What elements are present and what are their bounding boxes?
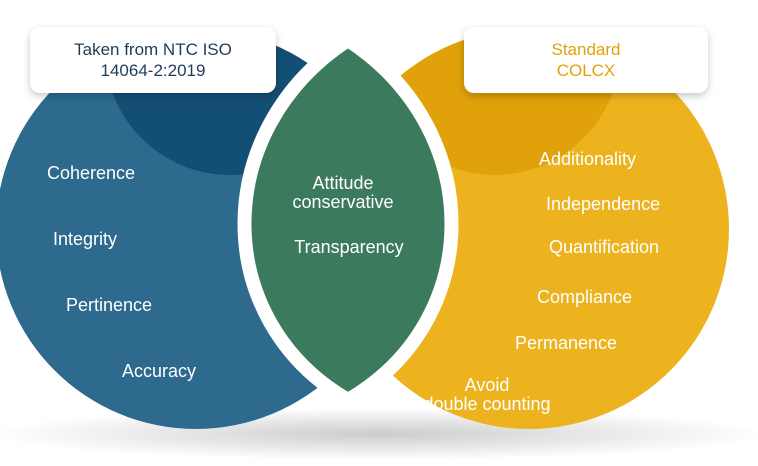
left-item-integrity: Integrity [53,229,118,249]
left-source-line1: Taken from NTC ISO [74,40,232,59]
left-source-line2: 14064-2:2019 [100,61,206,80]
center-item-attitude: Attitude conservative [292,174,393,212]
right-item-additionality: Additionality [539,149,637,169]
right-item-compliance: Compliance [537,287,633,307]
right-item-avoid-double-counting: Avoid double counting [423,376,550,414]
left-item-accuracy: Accuracy [122,361,197,381]
right-item-avoid-line2: double counting [423,394,551,414]
right-source-box: Standard COLCX [464,27,708,93]
ground-shadow [0,408,758,460]
right-item-avoid-line1: Avoid [464,375,510,395]
left-source-box: Taken from NTC ISO 14064-2:2019 [30,27,276,93]
right-item-independence: Independence [546,194,661,214]
right-source-line2: COLCX [556,61,616,80]
left-item-pertinence: Pertinence [66,295,153,315]
center-intersection [237,33,459,407]
left-item-coherence: Coherence [47,163,136,183]
center-item-attitude-line1: Attitude [312,173,374,193]
right-item-quantification: Quantification [549,237,660,257]
right-item-permanence: Permanence [515,333,618,353]
right-source-line1: Standard [551,40,621,59]
center-item-attitude-line2: conservative [292,192,394,212]
center-item-transparency: Transparency [294,237,404,257]
